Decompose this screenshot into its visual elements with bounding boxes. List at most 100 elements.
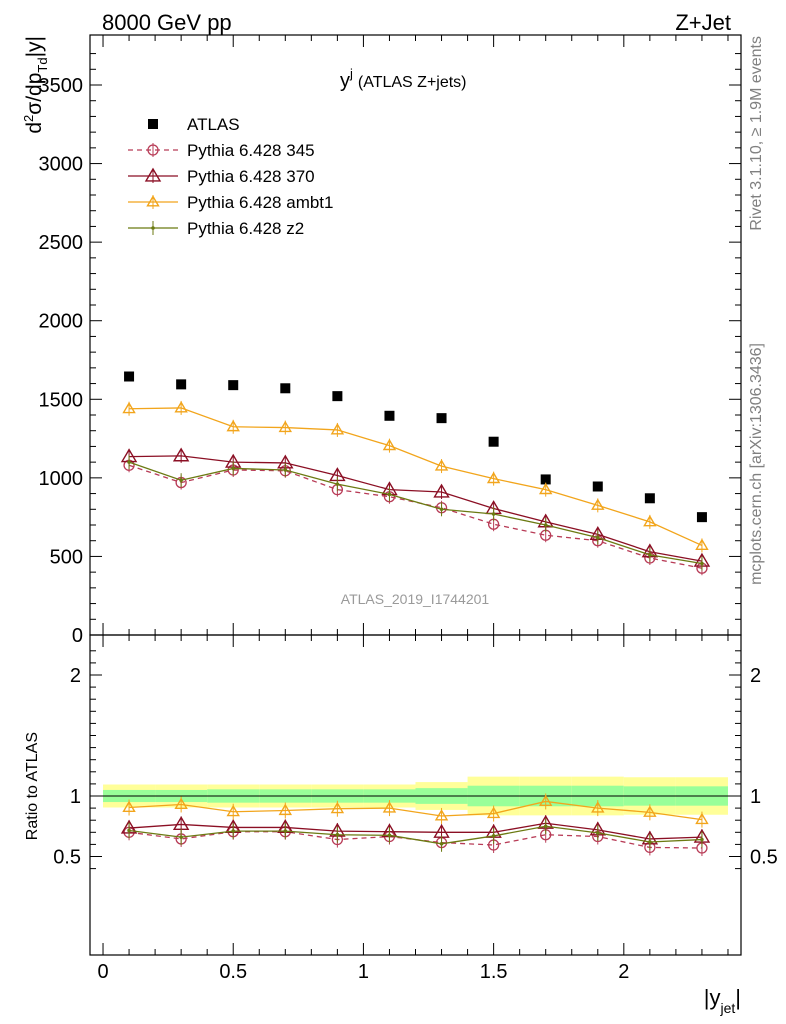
ratio-y-tick-label: 0.5 <box>53 847 81 869</box>
data-point-marker <box>228 380 239 391</box>
data-point-marker <box>335 482 340 486</box>
data-point-marker <box>591 498 605 510</box>
data-point-marker <box>330 423 345 435</box>
data-point-marker <box>439 507 444 512</box>
data-point-marker <box>538 794 553 806</box>
mcplots-label: mcplots.cern.ch [arXiv:1306.3436] <box>748 343 765 585</box>
data-point-marker <box>382 438 397 451</box>
data-point-marker <box>695 812 709 825</box>
ratio-y-tick-label-right: 1 <box>750 786 761 808</box>
data-point-marker <box>122 401 136 414</box>
header-left: 8000 GeV pp <box>102 10 232 35</box>
data-point-marker <box>174 401 188 413</box>
legend-entry: Pythia 6.428 ambt1 <box>128 193 333 212</box>
data-point-marker <box>124 371 135 382</box>
data-point-marker <box>179 835 183 839</box>
data-point-marker <box>436 413 447 424</box>
ratio-series-layer <box>120 793 711 857</box>
rivet-label: Rivet 3.1.10, ≥ 1.9M events <box>748 36 765 231</box>
data-point-marker <box>172 447 190 462</box>
data-point-marker <box>540 474 551 485</box>
y-tick-label: 3500 <box>39 75 84 97</box>
data-point-marker <box>127 460 131 464</box>
data-point-marker <box>543 523 548 527</box>
data-point-marker <box>491 834 496 838</box>
ratio-line <box>128 825 702 845</box>
data-point-marker <box>174 797 188 810</box>
x-tick-label: 2 <box>618 961 629 983</box>
y-tick-label: 500 <box>50 546 83 568</box>
data-point-marker <box>591 801 605 813</box>
watermark: ATLAS_2019_I1744201 <box>341 591 490 607</box>
legend-entry: Pythia 6.428 z2 <box>128 219 304 238</box>
data-point-marker <box>595 831 600 835</box>
series-line <box>128 461 703 565</box>
ratio-series-pythia-6-428-z2 <box>127 818 704 852</box>
data-point-marker <box>176 379 187 390</box>
data-point-marker <box>543 824 548 829</box>
series-pythia-6-428-370 <box>120 447 711 569</box>
legend-label: Pythia 6.428 z2 <box>187 219 304 238</box>
data-point-marker <box>488 436 499 447</box>
ratio-panel: 0.5 0.5 1 1 2 2 0 0.5 1 1.5 2 Ratio to ATLAS |yjet… <box>24 634 778 1016</box>
data-point-marker <box>335 832 340 837</box>
data-point-marker <box>122 800 136 813</box>
data-point-marker <box>382 801 397 813</box>
main-y-axis-label: d2σ/dpTd|y| <box>21 36 50 134</box>
x-axis-label: |yjet| <box>704 985 741 1016</box>
y-tick-label: 2000 <box>39 311 84 333</box>
y-tick-label: 0 <box>72 625 83 647</box>
data-point-marker <box>146 195 160 207</box>
series-line <box>129 455 703 562</box>
data-point-marker <box>696 512 707 523</box>
legend-label: Pythia 6.428 ambt1 <box>187 193 333 212</box>
data-point-marker <box>648 840 652 844</box>
ratio-y-tick-label: 2 <box>70 665 81 687</box>
legend-label: ATLAS <box>187 115 240 134</box>
data-point-marker <box>700 561 704 566</box>
data-point-marker <box>280 383 291 394</box>
data-point-marker <box>643 805 657 817</box>
data-point-marker <box>231 466 236 471</box>
data-point-marker <box>486 471 501 484</box>
data-point-marker <box>283 829 288 833</box>
data-point-marker <box>595 535 600 540</box>
plot-title-sup: j <box>349 66 353 81</box>
ratio-series-pythia-6-428-370 <box>120 814 711 847</box>
data-point-marker <box>538 482 553 495</box>
y-tick-label: 1500 <box>39 389 84 411</box>
data-point-marker <box>643 514 657 527</box>
data-point-marker <box>433 483 450 498</box>
ratio-y-tick-label: 1 <box>70 786 81 808</box>
data-point-marker <box>127 828 131 833</box>
ratio-y-axis-label: Ratio to ATLAS <box>24 732 41 840</box>
data-point-marker <box>148 119 158 129</box>
data-point-marker <box>283 468 288 472</box>
legend-entry: Pythia 6.428 345 <box>128 141 315 160</box>
ratio-line <box>129 800 703 821</box>
series-pythia-6-428-z2 <box>127 455 704 571</box>
data-point-marker <box>644 493 655 504</box>
series-atlas <box>124 371 707 523</box>
data-point-marker <box>330 801 345 814</box>
legend: ATLAS Pythia 6.428 345 Pythia 6.428 370 Pyt… <box>128 115 333 238</box>
y-tick-label: 3000 <box>39 154 84 176</box>
x-tick-label: 0 <box>97 961 108 983</box>
data-point-marker <box>147 144 159 156</box>
x-tick-label: 0.5 <box>219 961 247 983</box>
data-point-marker <box>439 841 444 846</box>
legend-entry: ATLAS <box>148 115 240 134</box>
series-line <box>129 407 703 547</box>
data-point-marker <box>491 512 496 516</box>
plot-title-main: y <box>340 70 350 92</box>
ratio-line <box>129 822 702 840</box>
data-point-marker <box>648 553 652 557</box>
data-point-marker <box>700 837 704 842</box>
y-tick-label: 1000 <box>39 468 84 490</box>
legend-label: Pythia 6.428 345 <box>187 141 315 160</box>
data-point-marker <box>226 419 240 432</box>
data-point-marker <box>387 833 392 838</box>
series-pythia-6-428-ambt1 <box>122 400 709 553</box>
ratio-y-tick-label-right: 0.5 <box>750 847 778 869</box>
